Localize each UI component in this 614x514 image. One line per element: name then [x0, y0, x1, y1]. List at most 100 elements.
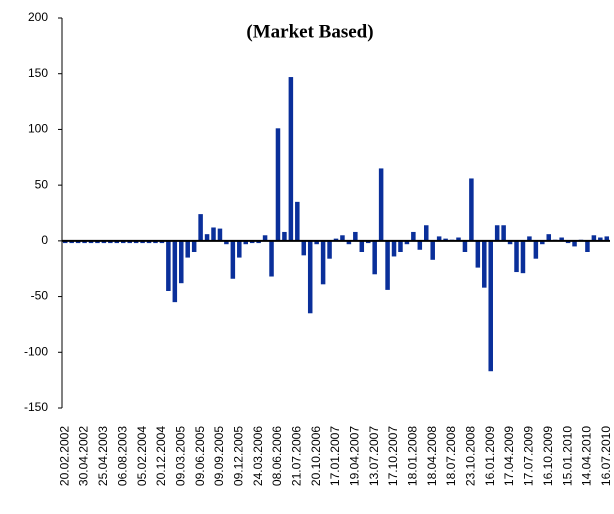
- bar: [411, 231, 416, 241]
- bar: [133, 240, 139, 244]
- x-tick-label: 20.10.2006: [309, 426, 323, 486]
- bar: [591, 235, 597, 241]
- bar: [572, 240, 577, 247]
- bar: [404, 240, 410, 245]
- bar: [114, 240, 120, 244]
- bar: [88, 240, 94, 244]
- bar: [520, 240, 526, 274]
- bar: [469, 178, 474, 241]
- bar: [514, 240, 519, 273]
- bar: [598, 237, 603, 241]
- bar: [217, 228, 223, 241]
- bar: [372, 240, 377, 275]
- bar: [482, 240, 487, 288]
- x-tick-label: 21.07.2006: [289, 426, 303, 486]
- x-tick-label: 06.08.2003: [115, 426, 129, 486]
- bar: [494, 225, 500, 241]
- bar: [159, 240, 165, 244]
- bar: [140, 240, 145, 244]
- x-tick-label: 16.01.2009: [483, 426, 497, 486]
- bar: [185, 240, 190, 258]
- bar: [462, 240, 468, 252]
- x-tick-label: 25.04.2003: [96, 426, 110, 486]
- bar: [120, 240, 126, 244]
- bar: [153, 240, 158, 244]
- bar: [378, 168, 384, 241]
- bar: [327, 240, 332, 259]
- bar: [224, 240, 229, 245]
- bar: [307, 240, 313, 314]
- bar: [320, 240, 326, 285]
- bar: [282, 231, 287, 241]
- x-tick-label: 17.04.2009: [502, 426, 516, 486]
- x-tick-label: 16.07.2010: [599, 426, 613, 486]
- x-tick-label: 05.02.2004: [135, 426, 149, 486]
- x-tick-label: 17.10.2007: [386, 426, 400, 486]
- bar: [507, 240, 513, 245]
- bar: [269, 240, 274, 277]
- x-tick-label: 20.02.2002: [57, 426, 71, 486]
- bar: [75, 240, 81, 244]
- bar: [230, 240, 236, 279]
- bar: [101, 240, 107, 244]
- x-tick-label: 17.07.2009: [522, 426, 536, 486]
- bar: [301, 240, 307, 256]
- x-tick-label: 08.06.2006: [270, 426, 284, 486]
- bar: [604, 236, 610, 241]
- bar: [179, 240, 184, 284]
- y-tick-label: -50: [31, 289, 49, 303]
- x-tick-label: 30.04.2002: [77, 426, 91, 486]
- x-tick-label: 18.07.2008: [444, 426, 458, 486]
- x-tick-label: 16.10.2009: [541, 426, 555, 486]
- bar: [62, 240, 68, 244]
- bar: [256, 240, 261, 244]
- x-tick-label: 09.12.2005: [231, 426, 245, 486]
- bar: [314, 240, 319, 245]
- bar: [391, 240, 397, 257]
- bar: [475, 240, 481, 268]
- bar: [108, 240, 113, 244]
- bar: [146, 240, 152, 244]
- bar: [333, 238, 339, 241]
- bar: [69, 240, 74, 244]
- bar: [540, 240, 545, 245]
- bar: [365, 240, 371, 244]
- x-tick-label: 17.01.2007: [328, 426, 342, 486]
- x-tick-label: 09.09.2005: [212, 426, 226, 486]
- bar: [565, 240, 571, 244]
- bar: [275, 128, 281, 241]
- bar: [527, 236, 532, 241]
- x-tick-label: 14.04.2010: [580, 426, 594, 486]
- y-tick-label: 0: [41, 233, 48, 247]
- y-tick-label: 50: [35, 177, 49, 191]
- bar: [172, 240, 178, 303]
- bar: [346, 240, 352, 245]
- bar: [501, 225, 506, 241]
- x-tick-label: 19.04.2007: [348, 426, 362, 486]
- bar: [559, 237, 564, 241]
- bar: [533, 240, 539, 259]
- x-tick-label: 13.07.2007: [367, 426, 381, 486]
- bar: [398, 240, 403, 252]
- bar: [166, 240, 171, 291]
- bar: [295, 201, 300, 241]
- bar: [436, 236, 442, 241]
- bar: [127, 240, 132, 244]
- bar: [443, 238, 448, 241]
- bar: [359, 240, 365, 252]
- bar: [585, 240, 590, 252]
- bar: [82, 240, 87, 244]
- x-tick-label: 18.01.2008: [406, 426, 420, 486]
- bar: [262, 235, 268, 241]
- bar: [211, 227, 216, 241]
- bar: [424, 225, 429, 241]
- x-tick-label: 24.03.2006: [251, 426, 265, 486]
- bar: [385, 240, 390, 290]
- x-tick-label: 20.12.2004: [154, 426, 168, 486]
- bar: [456, 237, 461, 241]
- bar: [340, 235, 345, 241]
- x-tick-label: 09.06.2005: [193, 426, 207, 486]
- y-tick-label: 150: [28, 66, 48, 80]
- bar: [417, 240, 423, 250]
